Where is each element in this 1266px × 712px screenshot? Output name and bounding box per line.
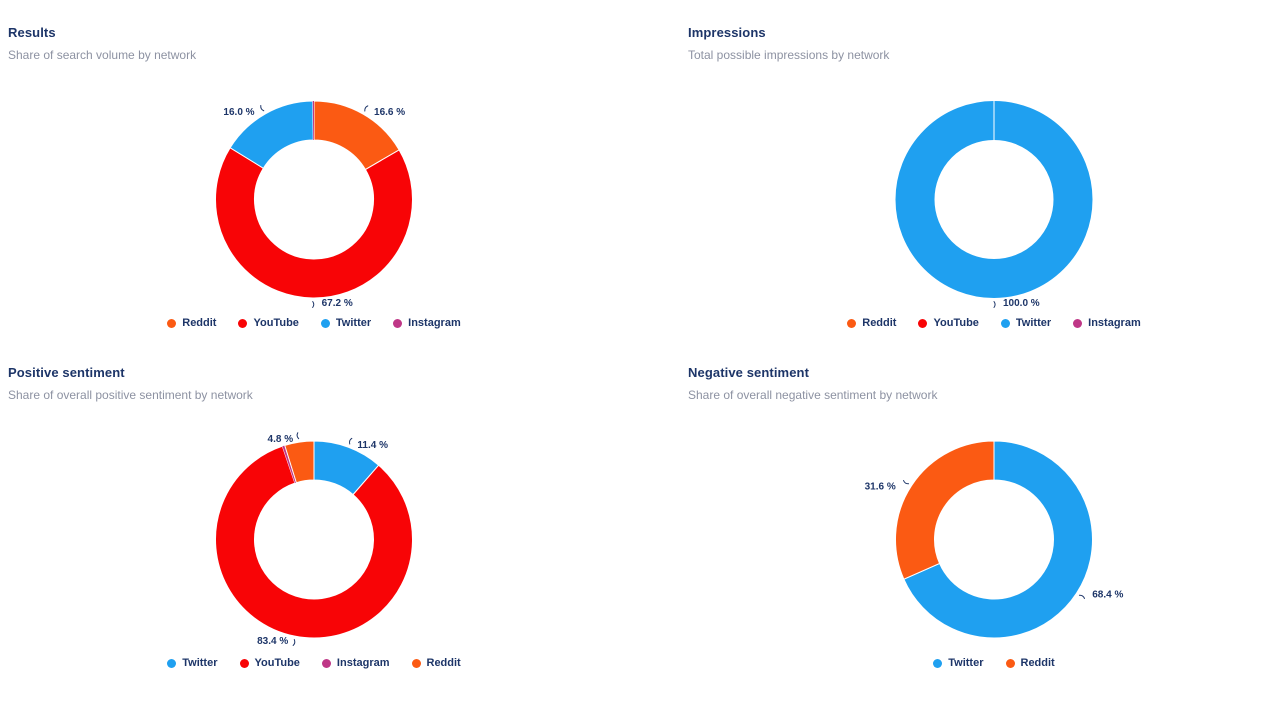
slice-reddit[interactable] xyxy=(895,440,995,580)
panel-negative-sentiment: Negative sentiment Share of overall nega… xyxy=(680,340,1266,680)
page-title: Results xyxy=(8,25,56,40)
legend-dot-twitter xyxy=(1000,318,1010,328)
page-title: Impressions xyxy=(688,25,766,40)
slice-percent-label: 16.0 % xyxy=(223,107,254,118)
slice-percent-label: 100.0 % xyxy=(1003,298,1040,309)
legend-label: Reddit xyxy=(182,317,217,329)
legend-label: Reddit xyxy=(862,317,897,329)
legend-label: Instagram xyxy=(408,317,461,329)
label-leader-line xyxy=(993,301,996,308)
legend-dot-reddit xyxy=(411,658,421,668)
legend-label: Twitter xyxy=(182,657,218,669)
legend-item-instagram[interactable]: Instagram xyxy=(1073,317,1141,329)
slice-instagram[interactable] xyxy=(282,445,297,484)
page-title: Negative sentiment xyxy=(688,365,810,380)
legend-item-reddit[interactable]: Reddit xyxy=(167,317,216,329)
legend-label: YouTube xyxy=(253,317,299,329)
slice-reddit[interactable] xyxy=(284,440,315,484)
panel-subtitle: Share of search volume by network xyxy=(8,48,197,62)
slice-percent-label: 67.2 % xyxy=(322,298,353,309)
donut-chart-impressions: 100.0 % xyxy=(895,101,1093,309)
slice-instagram[interactable] xyxy=(312,101,314,141)
legend-dot-youtube xyxy=(239,658,249,668)
label-leader-line xyxy=(364,105,369,112)
legend-label: Reddit xyxy=(426,657,461,669)
legend-label: YouTube xyxy=(933,317,979,329)
chart-legend: Reddit YouTube Twitter Instagram xyxy=(0,317,628,329)
legend-label: Instagram xyxy=(336,657,390,669)
panel-positive-sentiment: Positive sentiment Share of overall posi… xyxy=(0,340,628,680)
legend-item-youtube[interactable]: YouTube xyxy=(238,317,299,329)
legend-dot-youtube xyxy=(918,318,928,328)
legend-item-twitter[interactable]: Twitter xyxy=(320,317,372,329)
panel-subtitle: Total possible impressions by network xyxy=(688,48,890,62)
slice-twitter[interactable] xyxy=(895,101,1093,298)
slice-youtube[interactable] xyxy=(215,147,413,299)
legend-item-twitter[interactable]: Twitter xyxy=(933,657,984,669)
chart-legend: Twitter Reddit xyxy=(680,657,1266,669)
legend-dot-instagram xyxy=(321,658,331,668)
legend-label: Reddit xyxy=(1020,657,1055,669)
legend-dot-reddit xyxy=(1005,658,1015,668)
donut-chart-negative-sentiment: 68.4 % 31.6 % xyxy=(865,440,1123,639)
legend-item-twitter[interactable]: Twitter xyxy=(167,657,218,669)
page-title: Positive sentiment xyxy=(8,365,125,380)
legend-item-youtube[interactable]: YouTube xyxy=(918,317,979,329)
legend-label: Twitter xyxy=(948,657,984,669)
legend-dot-instagram xyxy=(1073,318,1083,328)
legend-label: YouTube xyxy=(254,657,300,669)
label-leader-line xyxy=(260,105,265,112)
legend-dot-youtube xyxy=(238,318,248,328)
legend-item-instagram[interactable]: Instagram xyxy=(321,657,390,669)
legend-dot-twitter xyxy=(167,658,177,668)
legend-item-twitter[interactable]: Twitter xyxy=(1000,317,1052,329)
legend-dot-twitter xyxy=(933,658,943,668)
donut-chart-positive-sentiment: 11.4 % 83.4 % 4.8 % xyxy=(215,432,413,647)
legend-label: Twitter xyxy=(335,317,372,329)
legend-item-reddit[interactable]: Reddit xyxy=(847,317,896,329)
legend-dot-twitter xyxy=(320,318,330,328)
legend-label: Instagram xyxy=(1088,317,1141,329)
panel-subtitle: Share of overall negative sentiment by n… xyxy=(688,388,938,402)
slice-percent-label: 11.4 % xyxy=(357,440,388,451)
slice-percent-label: 83.4 % xyxy=(257,636,288,647)
label-leader-line xyxy=(1078,594,1085,600)
slice-percent-label: 31.6 % xyxy=(865,481,896,492)
slice-twitter[interactable] xyxy=(229,100,314,169)
slice-percent-label: 4.8 % xyxy=(268,434,294,445)
slice-twitter[interactable] xyxy=(903,440,1093,639)
legend-item-reddit[interactable]: Reddit xyxy=(411,657,461,669)
donut-chart-results: 16.6 % 67.2 % 16.0 % xyxy=(215,100,413,309)
slice-percent-label: 68.4 % xyxy=(1092,590,1123,601)
label-leader-line xyxy=(296,432,300,440)
chart-legend: Twitter YouTube Instagram Reddit xyxy=(0,657,628,669)
legend-dot-instagram xyxy=(393,318,403,328)
legend-item-reddit[interactable]: Reddit xyxy=(1005,657,1055,669)
panel-impressions: Impressions Total possible impressions b… xyxy=(680,0,1266,340)
legend-dot-reddit xyxy=(847,318,857,328)
panel-subtitle: Share of overall positive sentiment by n… xyxy=(8,388,253,402)
label-leader-line xyxy=(312,300,315,308)
panel-results: Results Share of search volume by networ… xyxy=(0,0,628,340)
slice-youtube[interactable] xyxy=(215,445,413,639)
label-leader-line xyxy=(903,479,910,485)
legend-item-instagram[interactable]: Instagram xyxy=(393,317,461,329)
chart-legend: Reddit YouTube Twitter Instagram xyxy=(680,317,1266,329)
legend-label: Twitter xyxy=(1015,317,1052,329)
label-leader-line xyxy=(292,639,296,646)
label-leader-line xyxy=(349,437,353,445)
legend-dot-reddit xyxy=(167,318,177,328)
slice-percent-label: 16.6 % xyxy=(374,107,405,118)
legend-item-youtube[interactable]: YouTube xyxy=(239,657,300,669)
